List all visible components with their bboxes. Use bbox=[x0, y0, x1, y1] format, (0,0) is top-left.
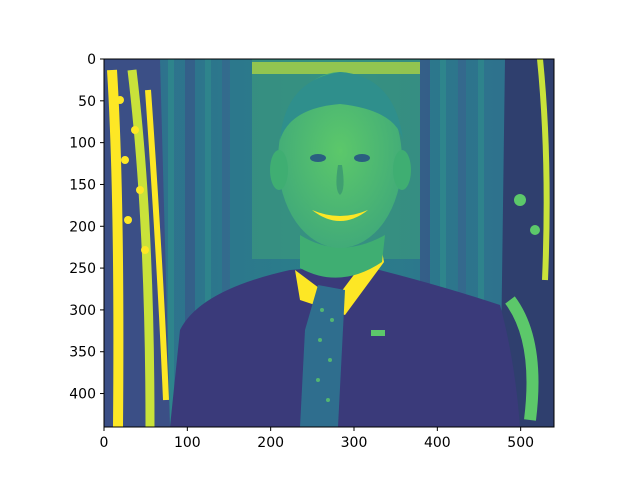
face bbox=[278, 72, 402, 248]
y-tick-label: 50 bbox=[78, 94, 96, 110]
x-tick-label: 500 bbox=[507, 435, 534, 451]
y-tick-label: 400 bbox=[69, 387, 96, 403]
smile bbox=[312, 210, 368, 221]
neck bbox=[300, 235, 385, 278]
y-tick-label: 300 bbox=[69, 303, 96, 319]
y-tick-label: 350 bbox=[69, 345, 96, 361]
portrait-image bbox=[104, 59, 554, 427]
y-tick-label: 200 bbox=[69, 219, 96, 235]
y-tick-label: 100 bbox=[69, 136, 96, 152]
suit-jacket bbox=[170, 265, 520, 427]
lapel-pin bbox=[371, 330, 385, 336]
x-axis: 0 100 200 300 400 500 bbox=[100, 427, 534, 451]
y-tick-label: 0 bbox=[87, 52, 96, 68]
y-axis: 0 50 100 150 200 250 300 350 400 bbox=[69, 52, 104, 403]
right-flag bbox=[500, 59, 554, 427]
x-tick-label: 200 bbox=[257, 435, 284, 451]
axes-frame bbox=[103, 58, 555, 428]
x-tick-label: 400 bbox=[424, 435, 451, 451]
y-tick-label: 150 bbox=[69, 177, 96, 193]
y-tick-label: 250 bbox=[69, 261, 96, 277]
x-tick-label: 300 bbox=[341, 435, 368, 451]
x-tick-label: 0 bbox=[100, 435, 109, 451]
x-tick-label: 100 bbox=[174, 435, 201, 451]
hair bbox=[280, 72, 403, 140]
left-flag bbox=[104, 59, 170, 427]
